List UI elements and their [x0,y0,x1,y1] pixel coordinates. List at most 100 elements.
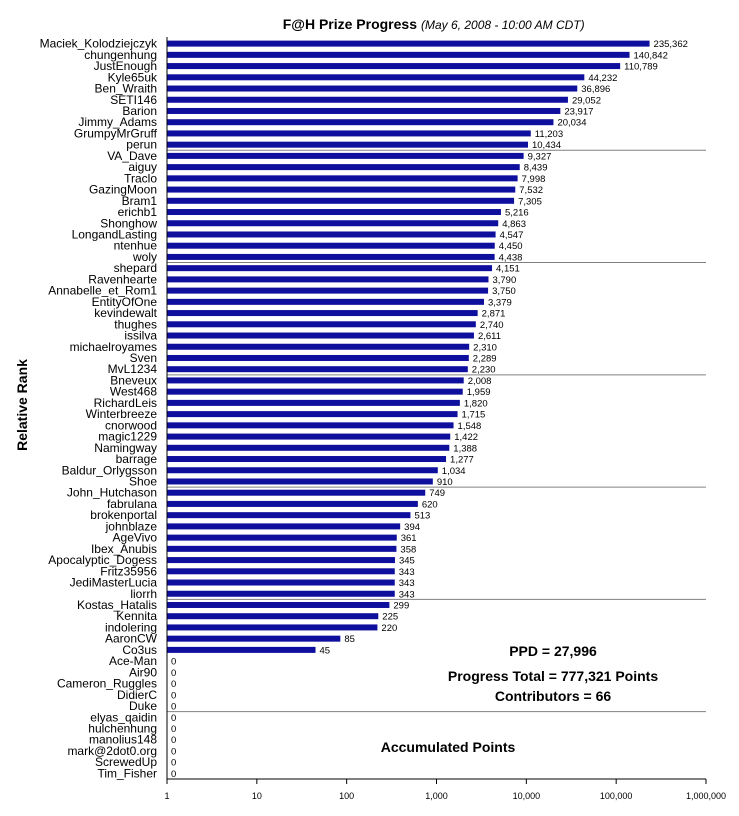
value-label: 9,327 [528,151,552,162]
category-label: issilva [124,329,157,343]
bar [167,523,401,530]
value-label: 0 [171,657,176,668]
x-tick-label: 1,000,000 [686,791,726,801]
bar [167,456,447,463]
bar [167,411,458,418]
bar [167,265,493,272]
value-label: 4,438 [499,252,523,263]
bar [167,310,478,317]
category-label: Kennita [116,609,157,623]
value-label: 4,151 [496,264,520,275]
value-label: 7,532 [519,185,543,196]
value-label: 2,008 [468,376,492,387]
category-label: Sven [130,351,157,365]
bar [167,40,650,47]
category-label: SETI146 [110,93,157,107]
category-label: Co3us [122,643,157,657]
value-label: 235,362 [654,39,688,50]
bars [167,40,650,653]
category-label: Ibex_Anubis [91,542,157,556]
category-label: elyas_qaidin [90,710,157,724]
bar [167,388,463,395]
value-label: 0 [171,746,176,757]
value-label: 910 [437,477,453,488]
category-label: Shoe [129,474,157,488]
x-tick-label: 100,000 [600,791,633,801]
value-label: 29,052 [572,95,601,106]
value-label: 620 [422,499,438,510]
category-label: DidierC [117,688,157,702]
category-label: Ace-Man [109,654,157,668]
value-label: 2,740 [480,320,504,331]
category-label: ScrewedUp [95,755,157,769]
value-label: 1,422 [454,432,478,443]
chart-title: F@H Prize Progress [283,16,417,32]
value-label: 0 [171,724,176,735]
value-label: 5,216 [505,208,529,219]
value-label: 11,203 [535,129,563,140]
category-label: Annabelle_et_Rom1 [48,284,157,298]
value-label: 361 [401,533,417,544]
value-label: 10,434 [532,140,561,151]
bar [167,579,395,586]
category-label: Bram1 [122,194,158,208]
category-label: Traclo [124,171,157,185]
bar [167,500,418,507]
category-label: Tim_Fisher [97,766,157,780]
category-label: fabrulana [107,497,157,511]
bar [167,220,499,227]
category-label: mark@2dot0.org [67,744,157,758]
category-label: Kyle65uk [108,70,158,84]
bar [167,141,528,148]
bar [167,119,554,126]
category-label: liorrh [130,587,157,601]
bar [167,164,520,171]
bar [167,152,524,159]
bar [167,635,341,642]
category-label: ntenhue [114,239,158,253]
bar [167,422,454,429]
category-label: Duke [129,699,157,713]
value-label: 2,230 [472,365,496,376]
contributors-annotation: Contributors = 66 [495,688,612,704]
bar [167,130,531,137]
value-label: 3,379 [488,297,512,308]
category-label: johnblaze [105,519,158,533]
value-label: 1,034 [442,466,466,477]
category-label: chungenhung [84,48,157,62]
category-label: Kostas_Hatalis [77,598,157,612]
value-label: 4,450 [499,241,523,252]
category-label: kevindewalt [94,306,157,320]
bar [167,51,630,58]
value-label: 225 [382,612,398,623]
category-label: manolius148 [89,733,157,747]
value-label: 8,439 [524,163,548,174]
value-label: 749 [429,488,445,499]
value-label: 299 [393,600,409,611]
gridlines [167,149,706,713]
bar [167,613,379,620]
value-label: 343 [399,578,415,589]
category-label: shepard [114,261,157,275]
category-label: erichb1 [118,205,158,219]
bar [167,298,485,305]
bar [167,74,585,81]
value-label: 1,277 [450,455,474,466]
value-label: 0 [171,668,176,679]
category-label: indolering [105,620,157,634]
bar [167,568,395,575]
value-label: 4,547 [500,230,524,241]
bar [167,354,469,361]
bar [167,545,397,552]
category-label: aiguy [128,160,157,174]
x-tick-label: 1 [164,791,169,801]
bar [167,209,501,216]
x-ticks: 1 10 100 1,000 10,000 100,000 1,000,000 [164,779,726,801]
x-tick-label: 100 [339,791,354,801]
value-label: 0 [171,735,176,746]
category-label: AaronCW [105,632,158,646]
category-label: woly [132,250,157,264]
value-label: 140,842 [634,50,668,61]
category-label: michaelroyames [70,340,157,354]
